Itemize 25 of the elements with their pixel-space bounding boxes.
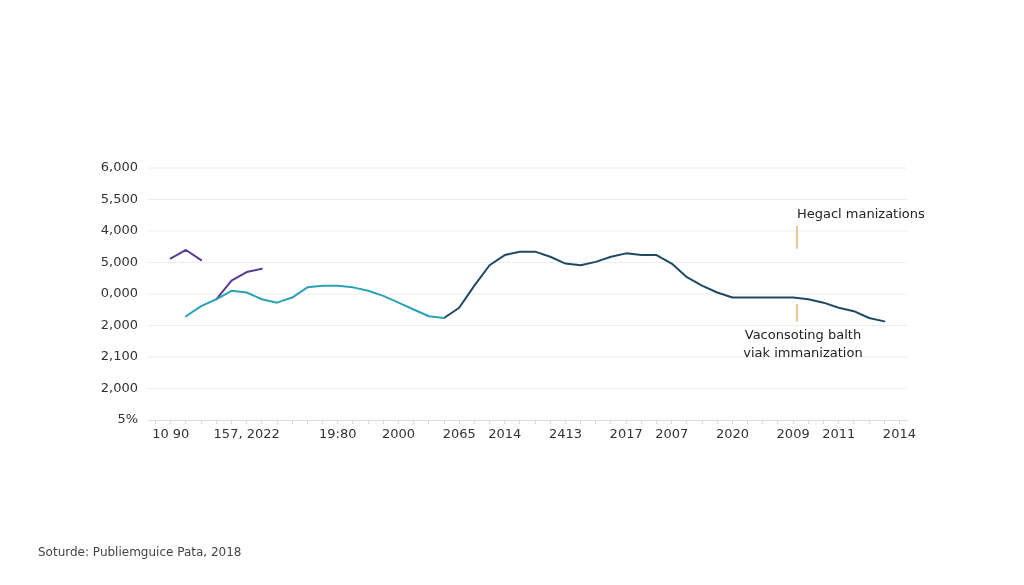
text: 2,000 — [100, 379, 138, 395]
x-tick-label: 2009 — [776, 426, 810, 442]
text: Soturde: Publiemguice Pata, 2018 — [38, 545, 242, 559]
x-tick-label: 2007 — [655, 426, 689, 442]
x-tick-label: 2011 — [822, 426, 856, 442]
x-tick-label: 2014 — [488, 426, 522, 442]
x-tick-label: 2014 — [882, 426, 916, 442]
text: Hegacl manizations — [796, 206, 925, 222]
x-tick-label: 2413 — [548, 426, 582, 442]
text: 6,000 — [100, 159, 138, 175]
text: 4,000 — [100, 222, 138, 238]
x-tick-label: 157, 2022 — [213, 426, 280, 442]
text: 5,000 — [100, 253, 138, 269]
x-tick-label: 2000 — [381, 426, 416, 442]
text: 5% — [117, 411, 138, 427]
x-tick-label: 2017 — [609, 426, 643, 442]
text: 2,000 — [100, 316, 138, 332]
x-tick-label: 19:80 — [319, 426, 357, 442]
text: 0,000 — [100, 285, 138, 301]
x-tick-label: 2020 — [715, 426, 749, 442]
text: 2,100 — [100, 348, 138, 364]
x-tick-label: 10 90 — [152, 426, 190, 442]
annotation: Vaconsoting balth viak immanization — [743, 327, 863, 361]
text: 5,500 — [100, 190, 138, 206]
x-tick-label: 2065 — [442, 426, 476, 442]
